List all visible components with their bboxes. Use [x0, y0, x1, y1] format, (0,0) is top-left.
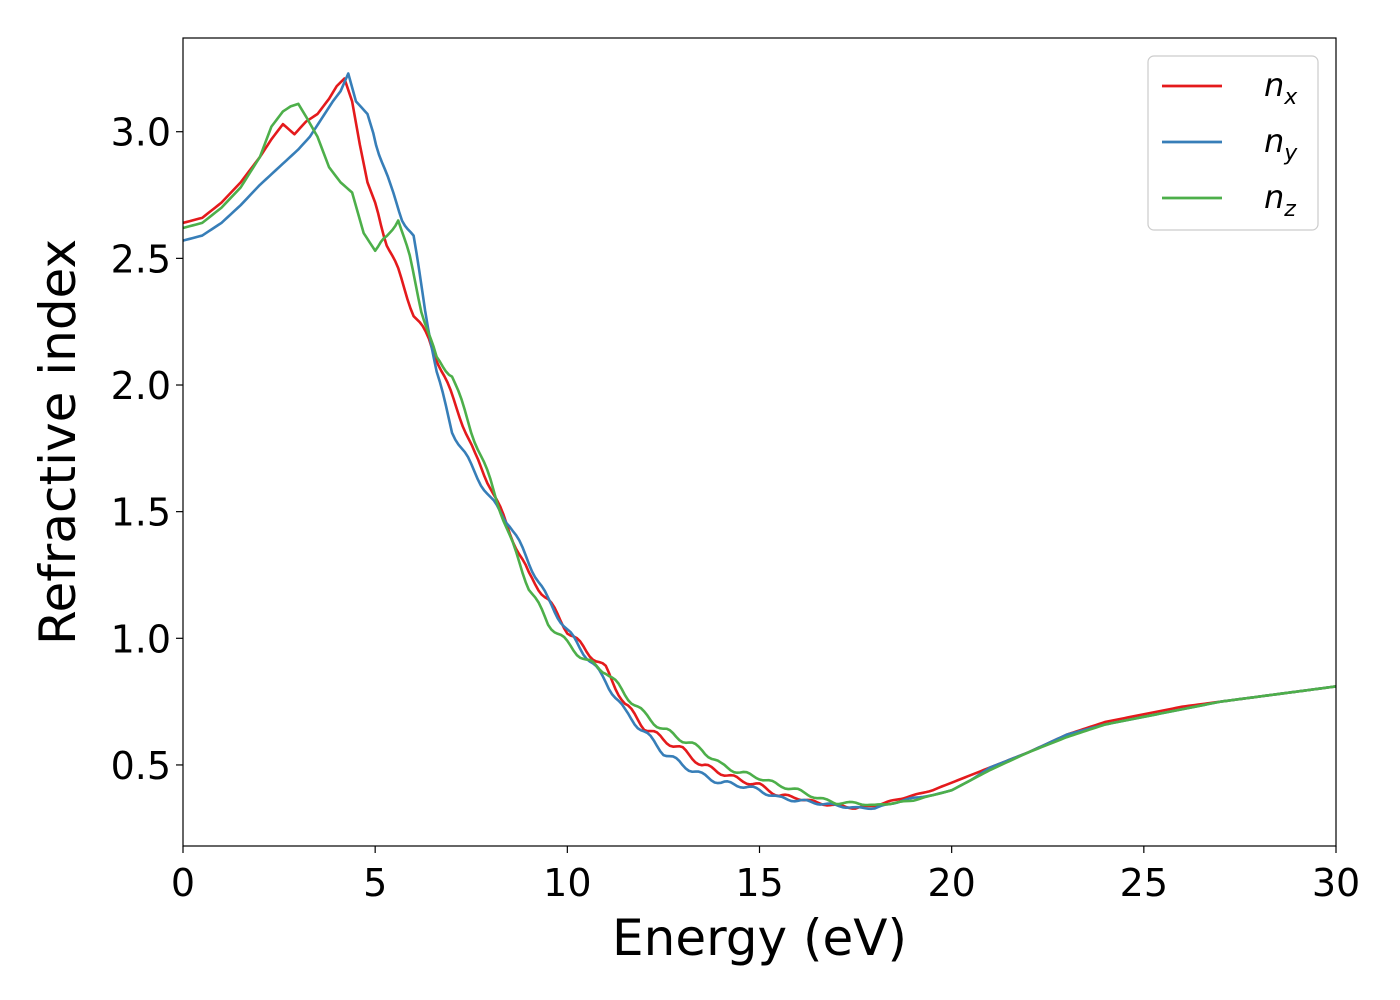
- x-axis-ticks: 0 5 10 15 20 25 30: [171, 846, 1360, 905]
- legend-label-z: nz: [1264, 178, 1296, 222]
- x-tick-label: 10: [543, 861, 591, 905]
- x-tick-label: 0: [171, 861, 195, 905]
- x-axis-title: Energy (eV): [612, 909, 907, 967]
- y-tick-label: 2.0: [111, 364, 171, 408]
- x-tick-label: 20: [927, 861, 975, 905]
- series-lines: [182, 72, 1337, 811]
- y-axis-ticks: 0.5 1.0 1.5 2.0 2.5 3.0: [111, 111, 183, 788]
- x-tick-label: 25: [1120, 861, 1168, 905]
- y-tick-label: 0.5: [111, 744, 171, 788]
- y-axis-title: Refractive index: [29, 239, 87, 645]
- y-tick-label: 1.0: [111, 617, 171, 661]
- legend-label-x: nx: [1264, 66, 1298, 110]
- y-tick-label: 1.5: [111, 491, 171, 535]
- legend-label-y: ny: [1264, 122, 1298, 166]
- x-tick-label: 30: [1312, 861, 1360, 905]
- legend-box: [1147, 55, 1319, 231]
- x-tick-label: 15: [735, 861, 783, 905]
- legend: nx ny nz: [1147, 55, 1319, 231]
- y-tick-label: 3.0: [111, 111, 171, 155]
- series-line-x: [182, 77, 1337, 810]
- series-line-z: [182, 102, 1337, 807]
- x-tick-label: 5: [363, 861, 387, 905]
- y-tick-label: 2.5: [111, 237, 171, 281]
